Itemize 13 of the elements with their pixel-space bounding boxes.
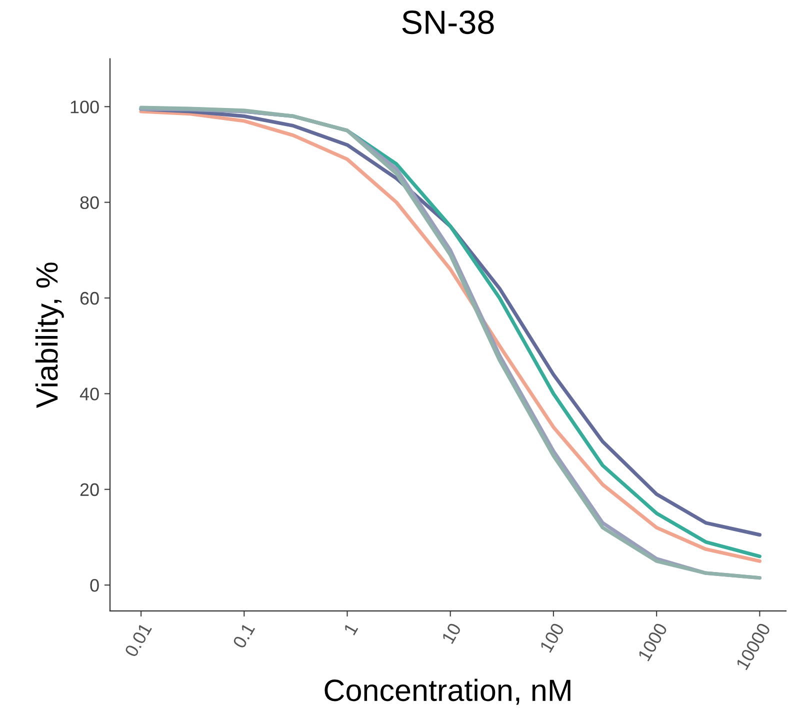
y-tick-label: 0 (90, 578, 99, 592)
y-tick-label: 20 (80, 483, 99, 496)
x-tick-label: 10 (441, 622, 462, 644)
chart-title: SN-38 (402, 10, 494, 34)
y-tick-label: 100 (70, 100, 99, 114)
y-axis-title: Viability, % (35, 262, 64, 408)
y-tick-label: 60 (80, 292, 99, 305)
y-tick-label: 80 (80, 196, 99, 210)
x-axis-title: Concentration, nM (324, 678, 570, 705)
x-tick-label: 100 (540, 622, 565, 653)
x-tick-label: 1 (343, 622, 358, 636)
x-tick-label: 0.1 (232, 622, 256, 650)
y-tick-label: 40 (80, 388, 99, 400)
